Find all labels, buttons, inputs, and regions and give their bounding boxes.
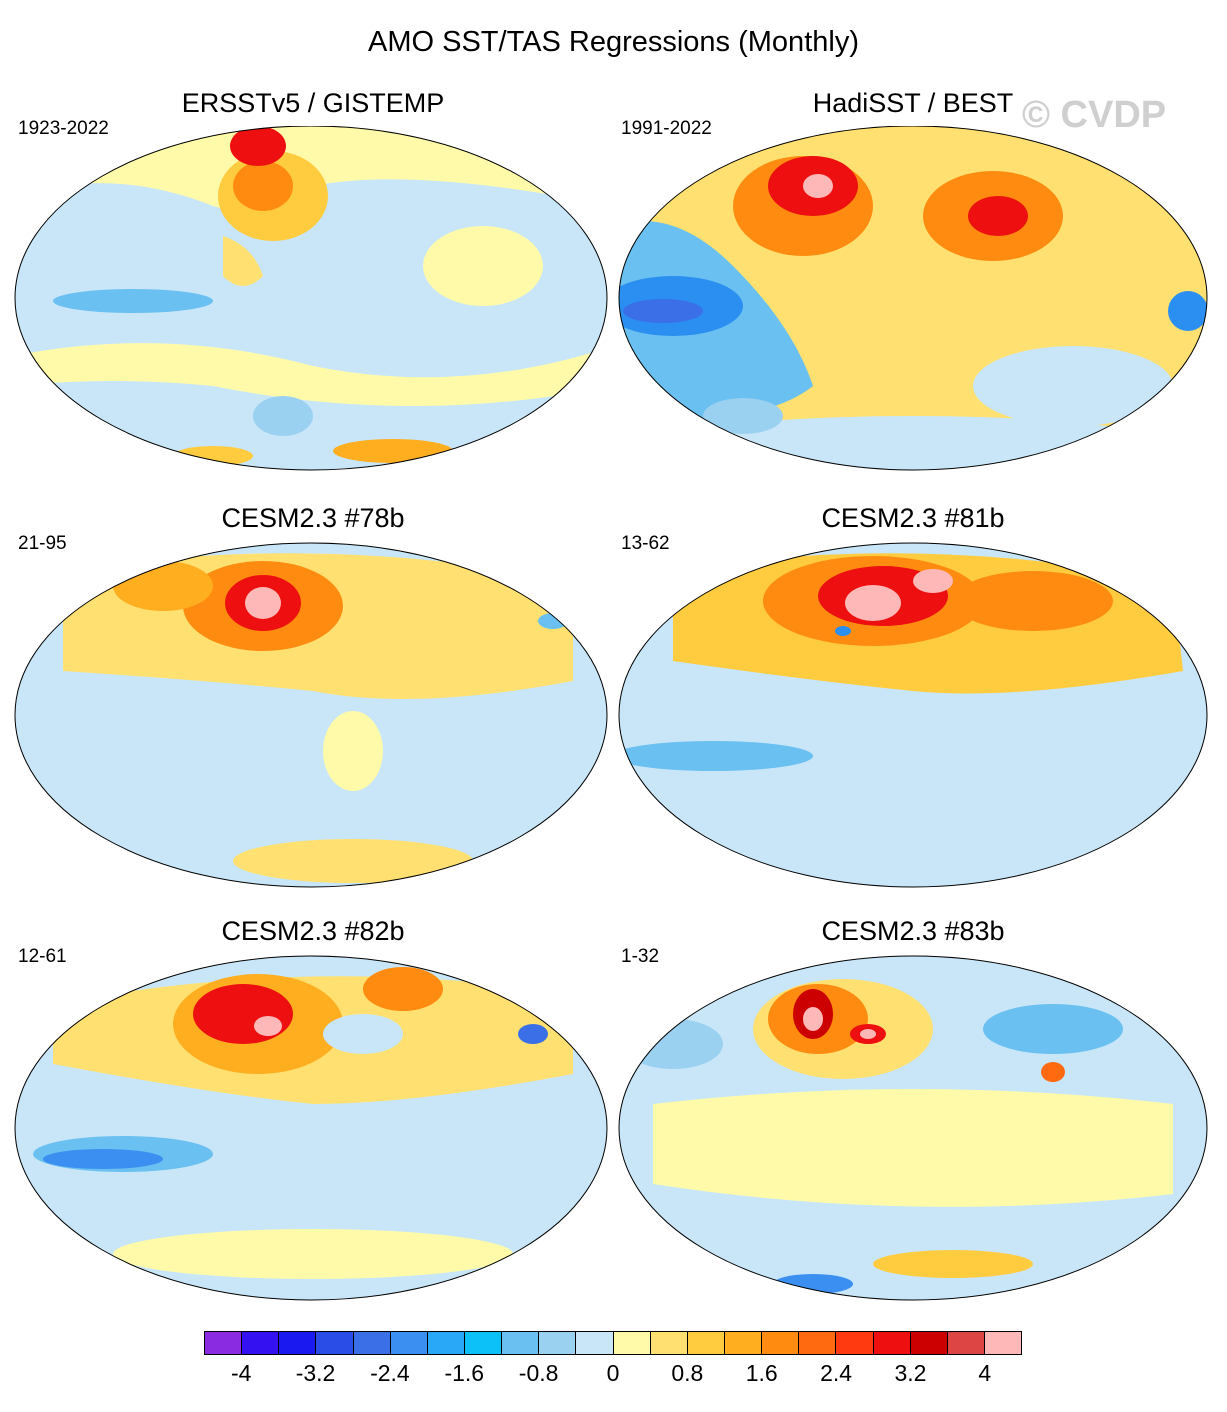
map-panel-6: CESM2.3 #83b 1-32: [613, 916, 1213, 1316]
map-panel-5: CESM2.3 #82b 12-61: [13, 916, 613, 1316]
colorbar-swatch: [984, 1332, 1022, 1354]
colorbar-tick-label: -1.6: [444, 1360, 485, 1386]
figure-title: AMO SST/TAS Regressions (Monthly): [368, 26, 859, 58]
cvdp-watermark: © CVDP: [1022, 94, 1167, 136]
panel-title: HadiSST / BEST: [812, 88, 1014, 118]
map-panel-1: ERSSTv5 / GISTEMP 1923-2022: [13, 88, 613, 488]
map-panel-3: CESM2.3 #78b 21-95: [13, 503, 613, 903]
panel-period: 1923-2022: [18, 118, 109, 139]
map-panel-2: HadiSST / BEST 1991-2022: [613, 88, 1213, 488]
colorbar-swatch: [427, 1332, 465, 1354]
colorbar-tick-label: 0: [606, 1360, 620, 1386]
colorbar-swatch: [799, 1332, 837, 1354]
colorbar-swatch: [539, 1332, 577, 1354]
panel-title: CESM2.3 #81b: [821, 503, 1005, 533]
colorbar-swatch: [836, 1332, 874, 1354]
regression-map: [14, 126, 608, 471]
colorbar-tick-label: -3.2: [295, 1360, 336, 1386]
colorbar-swatch: [390, 1332, 428, 1354]
colorbar-swatch: [724, 1332, 763, 1354]
colorbar-swatch: [353, 1332, 391, 1354]
colorbar-tick-label: 3.2: [894, 1360, 927, 1386]
panel-period: 21-95: [18, 533, 67, 554]
colorbar-swatch: [502, 1332, 540, 1354]
colorbar-swatch: [205, 1332, 243, 1354]
panel-title: CESM2.3 #78b: [221, 503, 405, 533]
colorbar-swatch: [650, 1332, 688, 1354]
colorbar-tick-label: 2.4: [820, 1360, 853, 1386]
colorbar-swatch: [873, 1332, 911, 1354]
colorbar-swatch: [576, 1332, 614, 1354]
panel-period: 12-61: [18, 946, 67, 967]
map-panel-4: CESM2.3 #81b 13-62: [613, 503, 1213, 903]
colorbar-tick-label: 0.8: [671, 1360, 704, 1386]
colorbar-swatch: [947, 1332, 985, 1354]
panel-period: 13-62: [621, 533, 670, 554]
colorbar-swatch: [464, 1332, 503, 1354]
panel-period: 1-32: [621, 946, 660, 967]
panel-title: ERSSTv5 / GISTEMP: [181, 88, 445, 118]
panel-title: CESM2.3 #82b: [221, 916, 405, 946]
colorbar-swatch: [279, 1332, 317, 1354]
regression-map: [14, 542, 608, 888]
colorbar-swatch: [687, 1332, 725, 1354]
colorbar-swatch: [762, 1332, 800, 1354]
regression-map: [618, 126, 1208, 471]
regression-map: [618, 542, 1208, 888]
colorbar-swatch: [613, 1332, 651, 1354]
panel-period: 1991-2022: [621, 118, 712, 139]
regression-map: [618, 955, 1208, 1301]
colorbar-tick-label: -2.4: [370, 1360, 410, 1386]
colorbar-swatch: [316, 1332, 354, 1354]
colorbar-swatch: [910, 1332, 948, 1354]
panel-title: CESM2.3 #83b: [821, 916, 1005, 946]
colorbar-tick-label: -0.8: [518, 1360, 559, 1386]
colorbar-tick-label: 1.6: [745, 1360, 778, 1386]
colorbar-tick-label: 4: [978, 1360, 992, 1386]
colorbar-tick-label: -4: [230, 1360, 252, 1386]
colorbar-swatch: [242, 1332, 280, 1354]
colorbar: [204, 1331, 1022, 1355]
regression-map: [14, 955, 608, 1301]
